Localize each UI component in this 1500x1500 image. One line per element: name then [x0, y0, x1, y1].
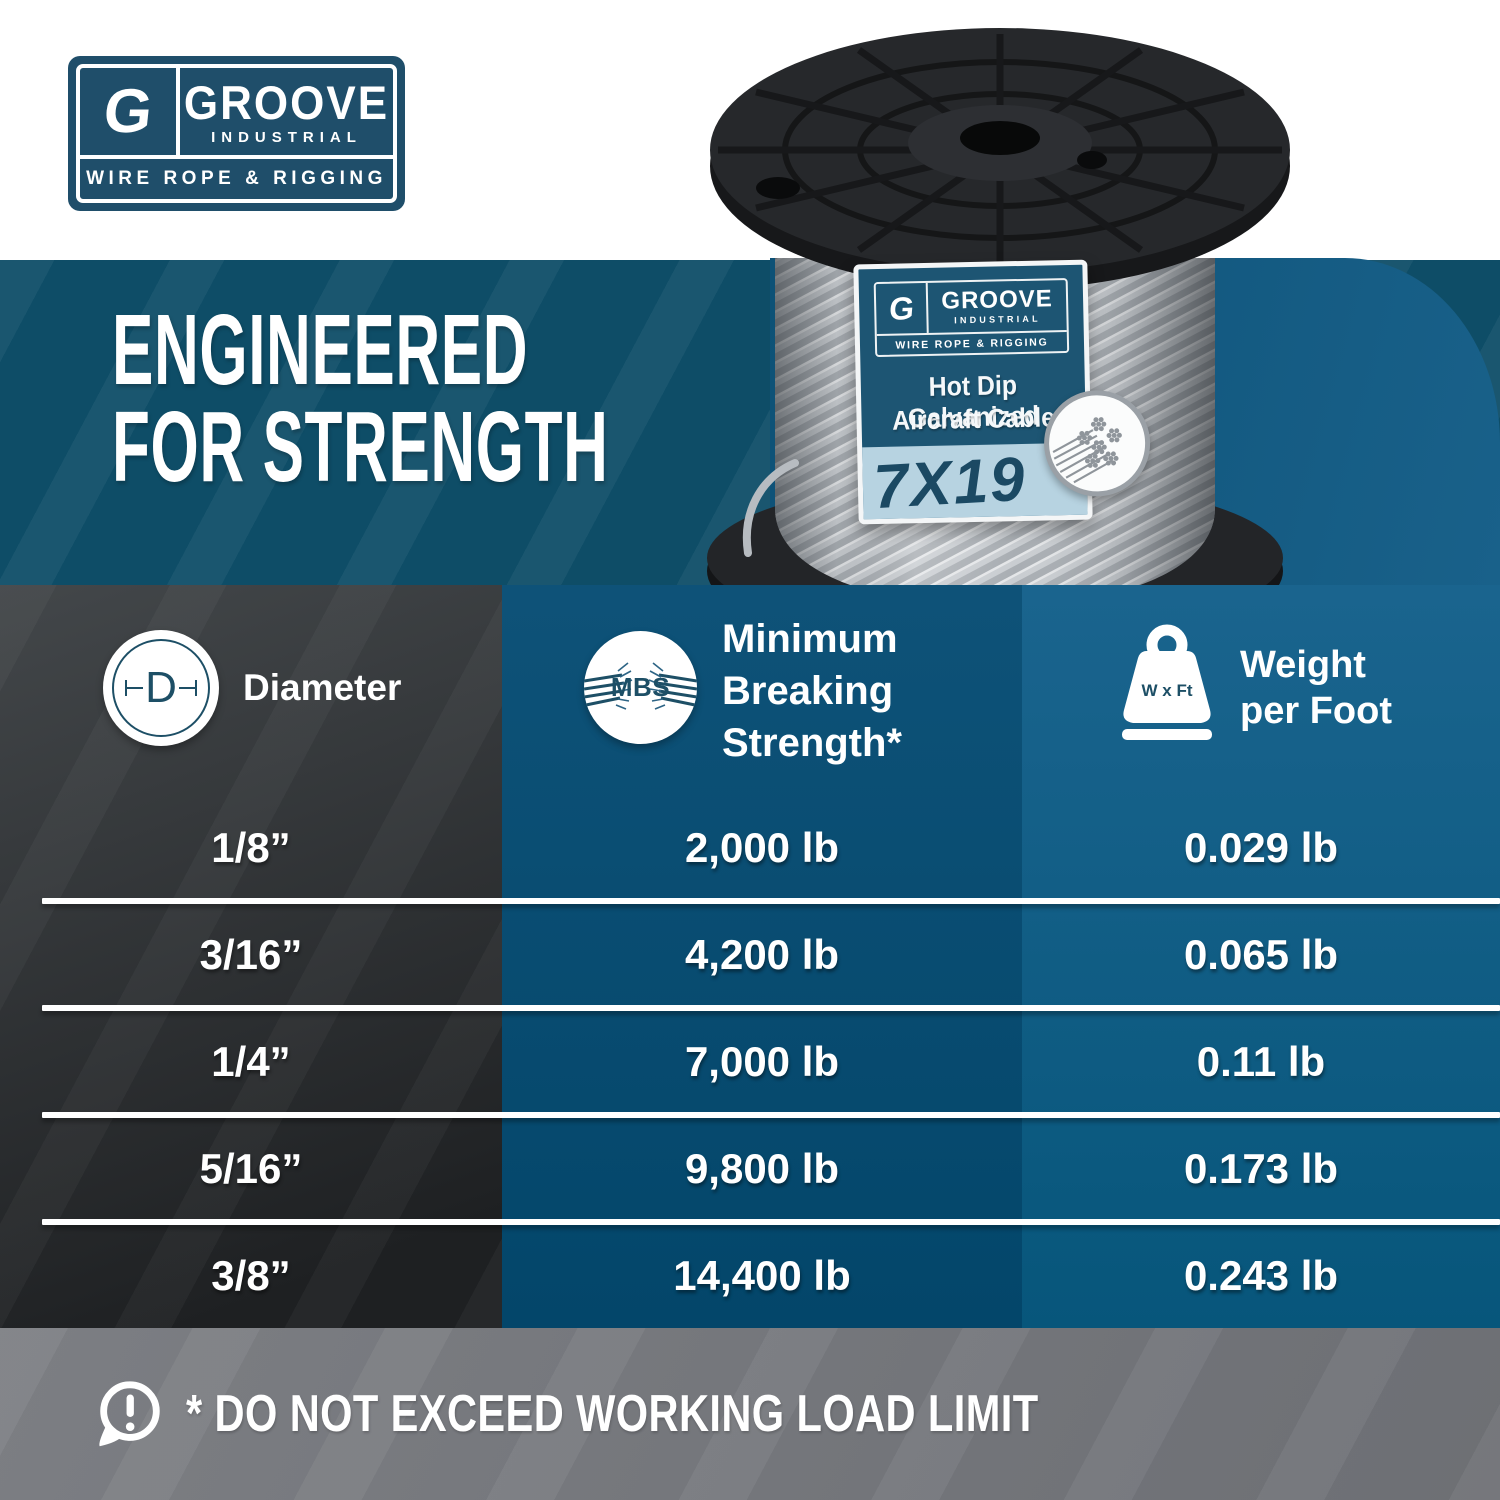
product-label: G GROOVE INDUSTRIAL WIRE ROPE & RIGGING …	[853, 259, 1152, 525]
weight-value: 0.065 lb	[1183, 931, 1339, 978]
table-row: 3/8” 14,400 lb 0.243 lb	[0, 1223, 1500, 1329]
column-weight-bg	[1022, 585, 1500, 1328]
weight-icon: W x Ft	[1116, 621, 1218, 743]
cable-strand	[742, 459, 799, 557]
footnote-bar: * DO NOT EXCEED WORKING LOAD LIMIT	[0, 1328, 1500, 1500]
diameter-value: 3/16”	[199, 931, 303, 978]
diameter-value: 3/8”	[211, 1252, 291, 1299]
weight-icon-text: W x Ft	[1141, 681, 1193, 700]
diameter-icon-letter: D	[145, 663, 177, 712]
mbs-value: 9,800 lb	[684, 1145, 840, 1192]
mbs-icon-text: MBS	[610, 672, 671, 702]
brand-monogram-icon: G	[100, 77, 156, 146]
brand-logo: G GROOVE INDUSTRIAL WIRE ROPE & RIGGING	[68, 56, 405, 211]
column-header-diameter: Diameter	[243, 667, 402, 708]
headline: ENGINEERED FOR STRENGTH	[112, 294, 609, 503]
row-divider	[42, 1112, 1500, 1118]
table-row: 1/8” 2,000 lb 0.029 lb	[0, 795, 1500, 901]
weight-value: 0.029 lb	[1183, 824, 1339, 871]
brand-name: GROOVE	[183, 76, 390, 130]
cable-cross-section-icon	[1043, 389, 1152, 498]
mbs-value: 4,200 lb	[684, 931, 840, 978]
mbs-icon: MBS	[584, 631, 697, 744]
headline-line2: FOR STRENGTH	[112, 391, 609, 503]
column-header-weight: Weight per Foot	[1240, 644, 1392, 732]
column-header-mbs: Minimum Breaking Strength*	[722, 617, 902, 765]
brand-subname: INDUSTRIAL	[211, 128, 362, 146]
row-divider	[42, 898, 1500, 904]
label-brand-tagline: WIRE ROPE & RIGGING	[895, 335, 1049, 352]
label-brand-logo: G GROOVE INDUSTRIAL WIRE ROPE & RIGGING	[873, 277, 1070, 358]
weight-value: 0.243 lb	[1183, 1252, 1339, 1299]
diameter-icon: D	[103, 630, 219, 746]
weight-value: 0.173 lb	[1183, 1145, 1339, 1192]
diameter-value: 1/8”	[211, 824, 291, 871]
construction-7x19: 7X19	[871, 444, 1029, 523]
mbs-value: 7,000 lb	[684, 1038, 840, 1085]
row-divider	[42, 1219, 1500, 1225]
table-row: 5/16” 9,800 lb 0.173 lb	[0, 1116, 1500, 1222]
spec-table: D Diameter MBS Minimum Breaking	[0, 585, 1500, 1328]
row-divider	[42, 1005, 1500, 1011]
column-diameter-bg	[0, 585, 502, 1328]
table-row: 3/16” 4,200 lb 0.065 lb	[0, 902, 1500, 1008]
headline-line1: ENGINEERED	[112, 294, 529, 406]
label-brand-subname: INDUSTRIAL	[954, 313, 1041, 326]
mbs-value: 2,000 lb	[684, 824, 840, 871]
table-row: 1/4” 7,000 lb 0.11 lb	[0, 1009, 1500, 1115]
label-brand-monogram-icon: G	[887, 289, 916, 327]
brand-tagline: WIRE ROPE & RIGGING	[86, 168, 387, 189]
diameter-value: 5/16”	[199, 1145, 303, 1192]
footnote-text: * DO NOT EXCEED WORKING LOAD LIMIT	[186, 1385, 1039, 1443]
label-brand-name: GROOVE	[941, 285, 1054, 315]
diameter-value: 1/4”	[211, 1038, 291, 1085]
mbs-value: 14,400 lb	[673, 1252, 851, 1299]
weight-value: 0.11 lb	[1196, 1038, 1326, 1085]
warning-bubble-icon	[99, 1381, 160, 1447]
